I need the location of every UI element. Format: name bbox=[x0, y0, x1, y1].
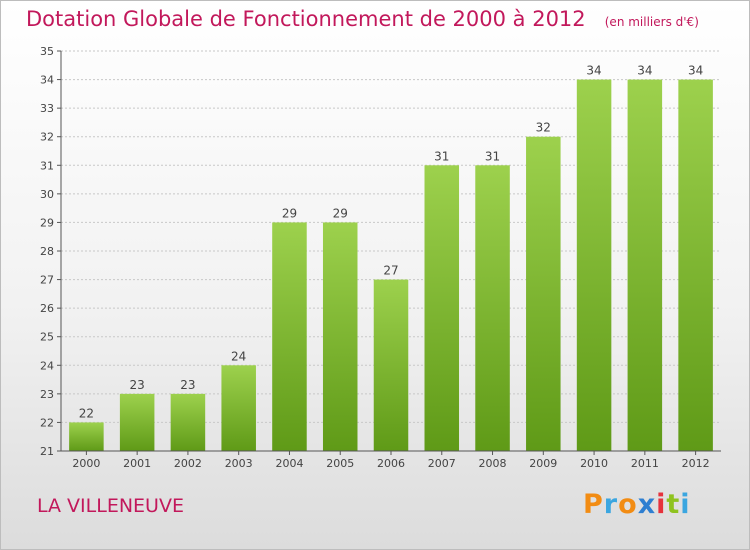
data-label: 23 bbox=[180, 378, 195, 392]
x-tick-label: 2003 bbox=[225, 457, 253, 470]
data-label: 29 bbox=[333, 206, 348, 220]
y-tick-label: 35 bbox=[40, 45, 54, 58]
x-tick-label: 2004 bbox=[275, 457, 303, 470]
data-label: 32 bbox=[536, 121, 551, 135]
x-tick-label: 2009 bbox=[529, 457, 557, 470]
y-tick-label: 34 bbox=[40, 74, 54, 87]
y-tick-label: 26 bbox=[40, 302, 54, 315]
data-label: 34 bbox=[586, 64, 601, 78]
y-tick-label: 28 bbox=[40, 245, 54, 258]
chart-title: Dotation Globale de Fonctionnement de 20… bbox=[26, 7, 586, 31]
x-tick-label: 2005 bbox=[326, 457, 354, 470]
bar bbox=[322, 222, 358, 451]
data-label: 27 bbox=[383, 264, 398, 278]
bar bbox=[272, 222, 307, 451]
logo-letter: P bbox=[583, 489, 604, 520]
logo-letter: x bbox=[637, 489, 657, 520]
bar bbox=[221, 365, 256, 451]
chart-title-block: Dotation Globale de Fonctionnement de 20… bbox=[26, 7, 699, 31]
x-tick-label: 2011 bbox=[631, 457, 659, 470]
x-tick-label: 2007 bbox=[428, 457, 456, 470]
data-label: 34 bbox=[688, 64, 703, 78]
proxiti-logo: Proxiti bbox=[583, 489, 691, 520]
x-tick-label: 2002 bbox=[174, 457, 202, 470]
x-tick-label: 2008 bbox=[479, 457, 507, 470]
y-tick-label: 30 bbox=[40, 188, 54, 201]
bar bbox=[475, 165, 510, 452]
y-tick-label: 27 bbox=[40, 274, 54, 287]
y-tick-label: 24 bbox=[40, 359, 54, 372]
data-label: 22 bbox=[79, 406, 94, 420]
y-tick-label: 32 bbox=[40, 131, 54, 144]
y-tick-label: 25 bbox=[40, 331, 54, 344]
y-tick-label: 22 bbox=[40, 416, 54, 429]
y-tick-label: 31 bbox=[40, 159, 54, 172]
data-label: 29 bbox=[282, 206, 297, 220]
bar bbox=[170, 393, 206, 451]
y-tick-label: 23 bbox=[40, 388, 54, 401]
data-label: 31 bbox=[485, 149, 500, 163]
y-tick-label: 29 bbox=[40, 216, 54, 229]
bar bbox=[678, 79, 713, 452]
x-tick-label: 2000 bbox=[72, 457, 100, 470]
logo-letter: r bbox=[603, 489, 619, 520]
bar bbox=[373, 279, 409, 451]
city-name: LA VILLENEUVE bbox=[37, 495, 184, 517]
y-tick-label: 33 bbox=[40, 102, 54, 115]
chart-unit: (en milliers d'€) bbox=[604, 15, 699, 29]
bars: 22 23 23 24 29 29 27 31 31 32 34 34 34 bbox=[69, 64, 713, 452]
bar bbox=[69, 422, 104, 451]
axes: 21 22 23 24 25 26 27 28 29 30 31 32 33 34 35 2000 2001 20… bbox=[40, 45, 721, 470]
x-tick-label: 2001 bbox=[123, 457, 151, 470]
bar bbox=[576, 79, 612, 452]
x-tick-label: 2010 bbox=[580, 457, 608, 470]
bar bbox=[119, 393, 155, 451]
logo-letter: i bbox=[656, 489, 667, 520]
bar bbox=[424, 165, 460, 452]
y-tick-label: 21 bbox=[40, 445, 54, 458]
logo-letter: i bbox=[680, 489, 691, 520]
data-label: 24 bbox=[231, 349, 246, 363]
data-label: 34 bbox=[637, 64, 652, 78]
data-label: 23 bbox=[130, 378, 145, 392]
logo-letter: t bbox=[666, 489, 681, 520]
data-label: 31 bbox=[434, 149, 449, 163]
x-tick-label: 2012 bbox=[682, 457, 710, 470]
x-tick-label: 2006 bbox=[377, 457, 405, 470]
bar bbox=[627, 79, 663, 452]
bar bbox=[526, 136, 561, 451]
logo-letter: o bbox=[618, 489, 638, 520]
